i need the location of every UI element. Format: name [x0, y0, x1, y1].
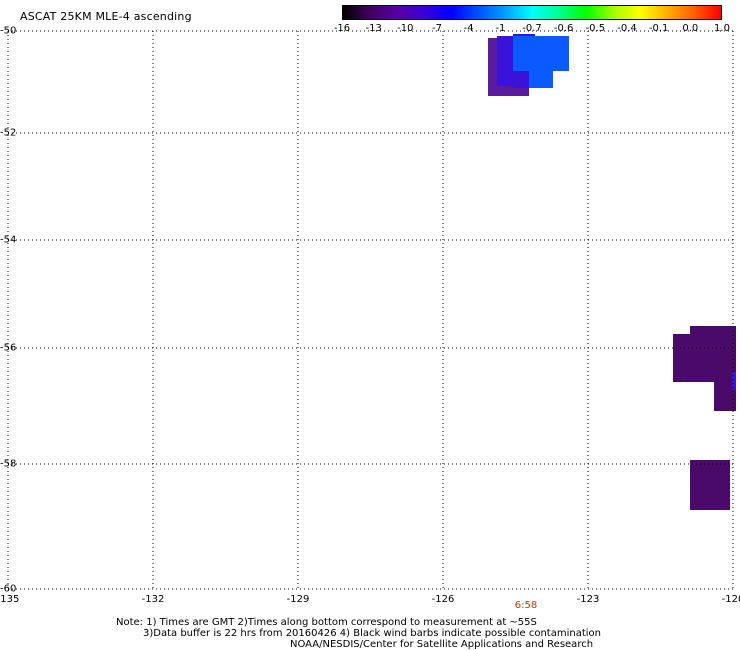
swath-cell: [673, 334, 701, 382]
map-title: ASCAT 25KM MLE-4 ascending: [20, 10, 192, 23]
x-axis-label: -132: [141, 594, 165, 605]
x-axis-label: -123: [576, 594, 600, 605]
y-axis-label: -60: [0, 583, 17, 595]
colorbar-tick-labels: -16 -13 -10 -7 -4 -1 -0.7 -0.6 -0.5 -0.4 -0.1 0.0 1.…: [0, 23, 740, 37]
x-axis-label: -126: [431, 594, 455, 605]
grid-layer: [7, 30, 736, 590]
swath-cell: [529, 36, 553, 88]
swath-layer: [488, 34, 736, 510]
colorbar-tick-label: -7: [432, 23, 442, 34]
swath-cell: [714, 326, 736, 411]
y-axis-label: -58: [0, 458, 17, 470]
colorbar-tick-label: -0.4: [617, 23, 637, 34]
swath-cell: [732, 372, 736, 390]
y-axis-label: -50: [0, 25, 17, 37]
y-axis-label: -52: [0, 127, 17, 139]
colorbar-tick-label: -16: [333, 23, 351, 34]
colorbar-tick-label: -0.1: [648, 23, 669, 34]
time-label: 6:58: [514, 600, 538, 611]
colorbar-tick-label: -10: [397, 23, 414, 34]
colorbar: [342, 5, 722, 20]
x-axis-label: -129: [286, 594, 310, 605]
colorbar-tick-label: -13: [365, 23, 382, 34]
colorbar-tick-label: 0.0: [682, 23, 699, 34]
swath-cell: [497, 36, 513, 86]
y-axis-label: -54: [0, 234, 17, 246]
note-line-3: NOAA/NESDIS/Center for Satellite Applica…: [290, 639, 594, 650]
x-axis-label: -120: [721, 594, 740, 605]
colorbar-tick-label: -4: [463, 23, 474, 34]
x-axis-label: -135: [0, 594, 20, 605]
colorbar-tick-label: -0.6: [553, 23, 574, 34]
colorbar-tick-label: -1: [495, 23, 506, 34]
colorbar-tick-label: -0.7: [522, 23, 542, 34]
swath-cell: [690, 460, 730, 510]
colorbar-tick-label: -0.5: [585, 23, 606, 34]
y-axis-label: -56: [0, 342, 17, 354]
note-line-2: 3)Data buffer is 22 hrs from 20160426 4)…: [143, 628, 601, 639]
colorbar-tick-label: 1.0: [714, 23, 730, 34]
note-line-1: Note: 1) Times are GMT 2)Times along bot…: [116, 617, 537, 628]
